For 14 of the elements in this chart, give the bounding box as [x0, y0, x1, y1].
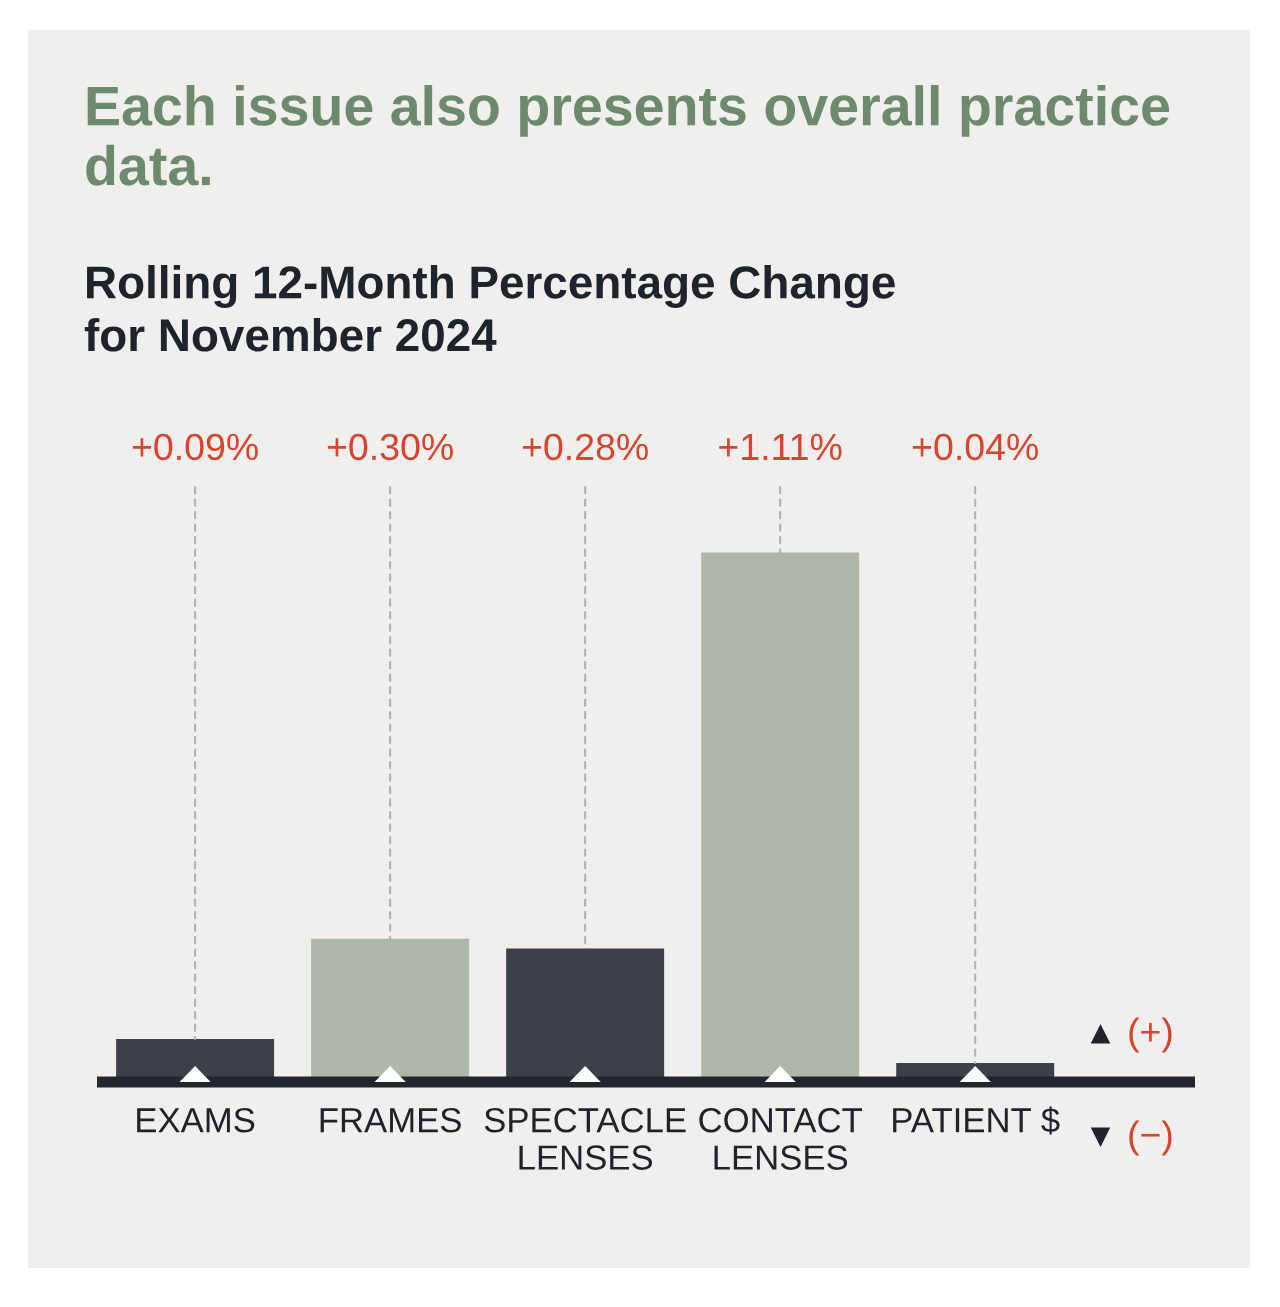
text: ▼ (−) — [1090, 1120, 1172, 1156]
x-tick-label: SPECTACLE LENSES — [484, 1107, 686, 1170]
chart-title: Each issue also presents overall practice data. — [86, 85, 1170, 186]
chart-subtitle: Rolling 12-Month Percentage Change for November 2024 — [84, 265, 895, 352]
data-label: +0.04% — [912, 433, 1038, 461]
data-label: +1.11% — [719, 433, 842, 461]
x-tick-label: CONTACT LENSES — [699, 1107, 863, 1170]
x-tick-label: FRAMES — [320, 1107, 461, 1133]
data-label: +0.28% — [522, 433, 648, 461]
data-label: +0.09% — [132, 433, 258, 461]
x-tick-label: EXAMS — [137, 1107, 255, 1133]
annotation: ▲ (+) — [1090, 1017, 1172, 1053]
x-tick-label: PATIENT $ — [893, 1106, 1060, 1135]
data-label: +0.30% — [327, 433, 453, 461]
